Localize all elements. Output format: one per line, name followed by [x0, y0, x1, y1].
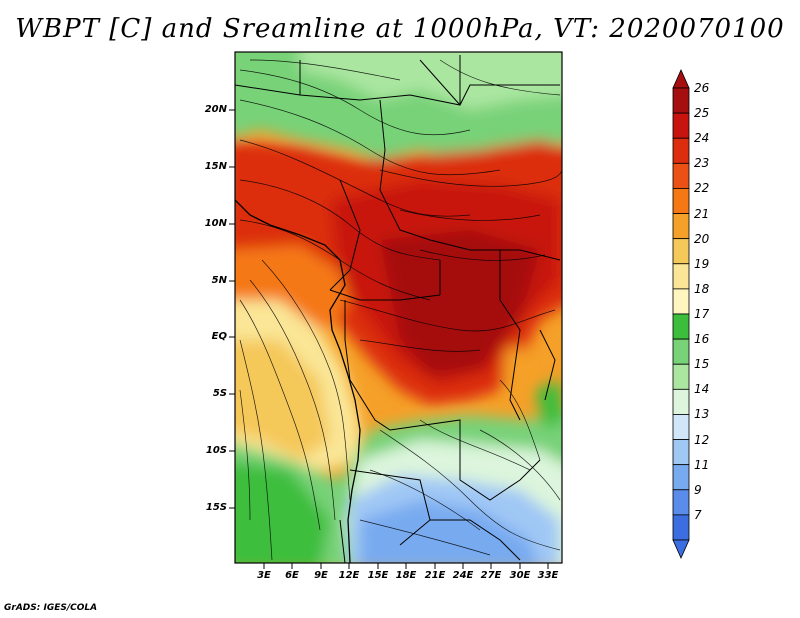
colorbar-swatch — [672, 263, 690, 290]
lat-label-5s: 5S — [212, 388, 227, 399]
colorbar-label: 13 — [694, 407, 710, 422]
lat-label-10s: 10S — [205, 445, 227, 456]
lat-label-10n: 10N — [204, 218, 227, 229]
colorbar-label: 18 — [694, 281, 710, 296]
colorbar-label: 26 — [694, 81, 710, 95]
coastline — [235, 199, 361, 563]
colorbar-label: 11 — [694, 457, 710, 472]
colorbar-swatch — [672, 313, 690, 340]
colorbar-swatch — [672, 489, 690, 516]
lon-label-30e: 30E — [509, 570, 531, 581]
colorbar-swatch — [672, 288, 690, 315]
colorbar-swatch — [672, 338, 690, 365]
map-frame — [234, 51, 563, 564]
lat-label-5n: 5N — [211, 275, 227, 286]
colorbar-label: 16 — [694, 332, 710, 347]
lon-label-12e: 12E — [338, 570, 360, 581]
colorbar-swatch — [672, 439, 690, 466]
colorbar-bottom-arrow — [672, 539, 690, 559]
colorbar-swatch — [672, 87, 690, 114]
lon-label-21e: 21E — [424, 570, 446, 581]
lat-label-20n: 20N — [204, 104, 227, 115]
colorbar-swatch — [672, 414, 690, 440]
country-borders — [235, 55, 561, 563]
colorbar-label: 22 — [694, 181, 710, 196]
colorbar-swatch — [672, 112, 690, 139]
lon-label-6e: 6E — [285, 570, 299, 581]
colorbar-label: 19 — [694, 256, 710, 271]
lon-label-18e: 18E — [395, 570, 417, 581]
colorbar-label: 24 — [694, 131, 710, 146]
lon-label-15e: 15E — [367, 570, 389, 581]
lat-label-eq: EQ — [211, 331, 227, 342]
wbpt-shading — [235, 52, 562, 563]
colorbar-swatch — [672, 162, 690, 189]
colorbar-swatch — [672, 188, 690, 214]
colorbar-label: 21 — [694, 206, 710, 221]
lat-label-15s: 15S — [205, 502, 227, 513]
colorbar-label: 9 — [694, 482, 702, 497]
colorbar-label: 23 — [694, 156, 710, 171]
colorbar-label: 7 — [694, 507, 702, 522]
chart-title: WBPT [C] and Sreamline at 1000hPa, VT: 2… — [15, 14, 785, 44]
colorbar-label: 20 — [694, 231, 710, 246]
lat-label-15n: 15N — [204, 161, 227, 172]
axis-ticks — [229, 109, 549, 569]
grads-credit: GrADS: IGES/COLA — [4, 603, 98, 613]
colorbar-label: 17 — [694, 307, 710, 321]
colorbar-swatch — [672, 238, 690, 265]
colorbar-label: 25 — [694, 106, 710, 121]
colorbar-swatch — [672, 464, 690, 491]
colorbar-swatch — [672, 388, 690, 415]
colorbar-label: 14 — [694, 382, 710, 397]
colorbar-top-arrow — [672, 69, 690, 89]
colorbar-label: 15 — [694, 357, 710, 372]
colorbar-swatch — [672, 363, 690, 390]
lon-label-3e: 3E — [257, 570, 271, 581]
lon-label-27e: 27E — [480, 570, 502, 581]
lon-label-33e: 33E — [537, 570, 559, 581]
colorbar-swatch — [672, 213, 690, 240]
lon-label-24e: 24E — [452, 570, 474, 581]
colorbar-swatch — [672, 514, 690, 541]
colorbar-label: 12 — [694, 432, 710, 447]
colorbar — [672, 69, 690, 559]
colorbar-swatch — [672, 137, 690, 164]
lon-label-9e: 9E — [314, 570, 328, 581]
